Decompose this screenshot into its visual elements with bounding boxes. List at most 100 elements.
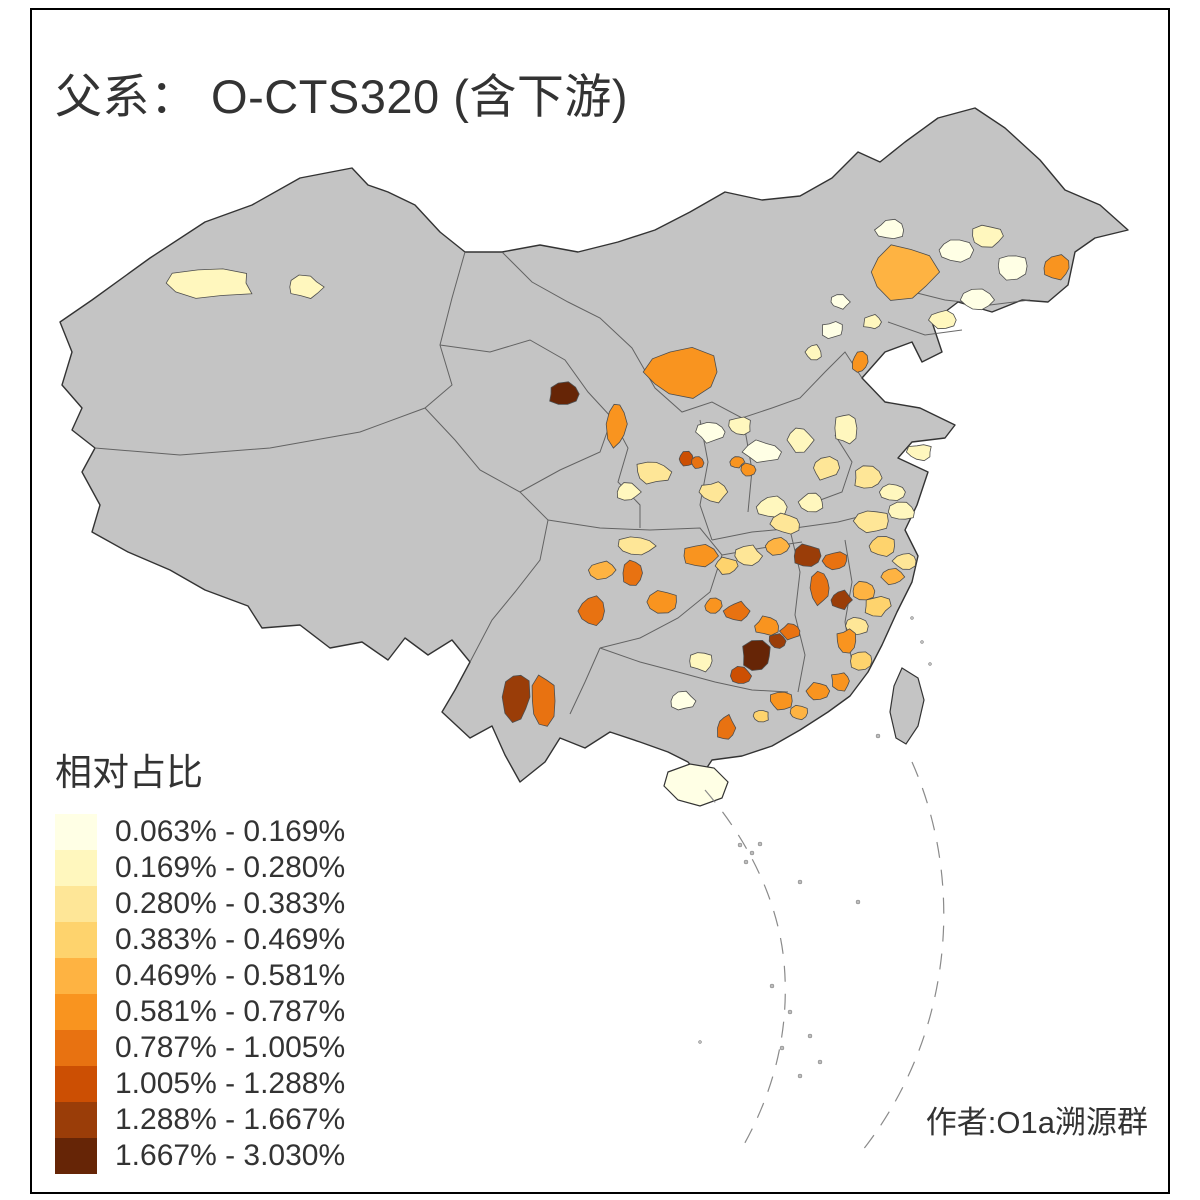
map-region (549, 381, 580, 405)
islands (663, 616, 932, 1079)
map-region (165, 268, 253, 299)
map-region (854, 465, 883, 489)
map-region (938, 239, 975, 263)
map-region (831, 672, 850, 692)
map-region (868, 536, 895, 557)
legend-swatch (55, 850, 97, 886)
map-region (722, 600, 751, 622)
legend-item: 0.469% - 0.581% (55, 958, 345, 994)
map-region (683, 543, 720, 568)
map-region (670, 690, 697, 711)
legend-item: 0.280% - 0.383% (55, 886, 345, 922)
legend-swatch (55, 814, 97, 850)
legend-label: 0.169% - 0.280% (115, 851, 346, 884)
mainland-outline (59, 107, 1129, 783)
map-region (729, 665, 753, 684)
map-region (605, 403, 628, 449)
map-region (891, 553, 917, 570)
map-region (809, 570, 830, 607)
map-region (972, 224, 1004, 248)
map-region (834, 414, 858, 445)
legend-label: 1.288% - 1.667% (115, 1103, 346, 1136)
map-region (927, 309, 957, 330)
legend-label: 0.581% - 0.787% (115, 995, 346, 1028)
map-region (997, 255, 1028, 281)
map-region (850, 651, 873, 671)
map-region (786, 427, 815, 453)
map-region (695, 421, 726, 444)
legend-item: 0.383% - 0.469% (55, 922, 345, 958)
map-region (852, 510, 889, 534)
map-region (742, 639, 771, 671)
map-region (1043, 254, 1070, 281)
map-region (717, 713, 737, 740)
map-region (880, 567, 906, 586)
map-region (704, 597, 723, 614)
attribution: 作者:O1a溯源群 (925, 1105, 1148, 1140)
map-region (870, 244, 941, 301)
map-region (959, 288, 996, 311)
map-region (793, 543, 822, 567)
map-region (289, 274, 325, 299)
map-region (698, 481, 729, 504)
legend-swatch (55, 1030, 97, 1066)
legend-label: 1.005% - 1.288% (115, 1067, 346, 1100)
map-region (864, 595, 892, 617)
region-fills (165, 218, 1070, 740)
map-region (821, 551, 847, 571)
map-region (797, 492, 824, 513)
map-region (622, 559, 643, 586)
legend-label: 0.787% - 1.005% (115, 1031, 346, 1064)
map-region (769, 691, 793, 711)
legend: 相对占比 0.063% - 0.169% 0.169% - 0.280% 0.280… (55, 742, 345, 1174)
legend-item: 1.288% - 1.667% (55, 1102, 345, 1138)
legend-item: 0.581% - 0.787% (55, 994, 345, 1030)
legend-swatch (55, 994, 97, 1030)
legend-item: 1.667% - 3.030% (55, 1138, 345, 1174)
map-region (617, 536, 657, 556)
map-region (728, 416, 751, 436)
map-region (830, 294, 851, 310)
map-region (804, 344, 822, 361)
map-title: 父系： O-CTS320 (含下游) (55, 70, 629, 123)
map-region (740, 462, 757, 477)
map-region (851, 350, 869, 373)
south-china-sea-line (704, 761, 945, 1157)
map-region (873, 218, 905, 240)
map-region (905, 444, 932, 462)
legend-label: 0.469% - 0.581% (115, 959, 346, 992)
legend-item: 0.787% - 1.005% (55, 1030, 345, 1066)
small-islands (698, 616, 932, 1079)
legend-label: 0.280% - 0.383% (115, 887, 346, 920)
legend-item: 0.169% - 0.280% (55, 850, 345, 886)
legend-swatch (55, 922, 97, 958)
map-region (752, 710, 769, 723)
map-region (821, 321, 843, 340)
legend-label: 0.063% - 0.169% (115, 815, 346, 848)
legend-swatch (55, 1138, 97, 1174)
map-region (678, 450, 694, 467)
map-region (863, 314, 882, 330)
map-region (778, 623, 801, 641)
map-region (587, 560, 617, 581)
map-region (646, 590, 677, 614)
map-region (636, 461, 673, 485)
map-region (531, 674, 556, 727)
legend-swatch (55, 886, 97, 922)
legend-title: 相对占比 (55, 752, 203, 793)
map-region (768, 633, 787, 649)
map-region (689, 652, 713, 673)
legend-label: 0.383% - 0.469% (115, 923, 346, 956)
map-region (878, 483, 906, 501)
hainan-island (663, 763, 729, 807)
map-region (741, 439, 782, 463)
taiwan-island (889, 667, 925, 745)
map-region (769, 512, 800, 535)
map-region (642, 346, 718, 399)
map-region (789, 704, 808, 721)
map-region (729, 456, 746, 469)
map-region (887, 501, 915, 520)
legend-swatch (55, 1066, 97, 1102)
